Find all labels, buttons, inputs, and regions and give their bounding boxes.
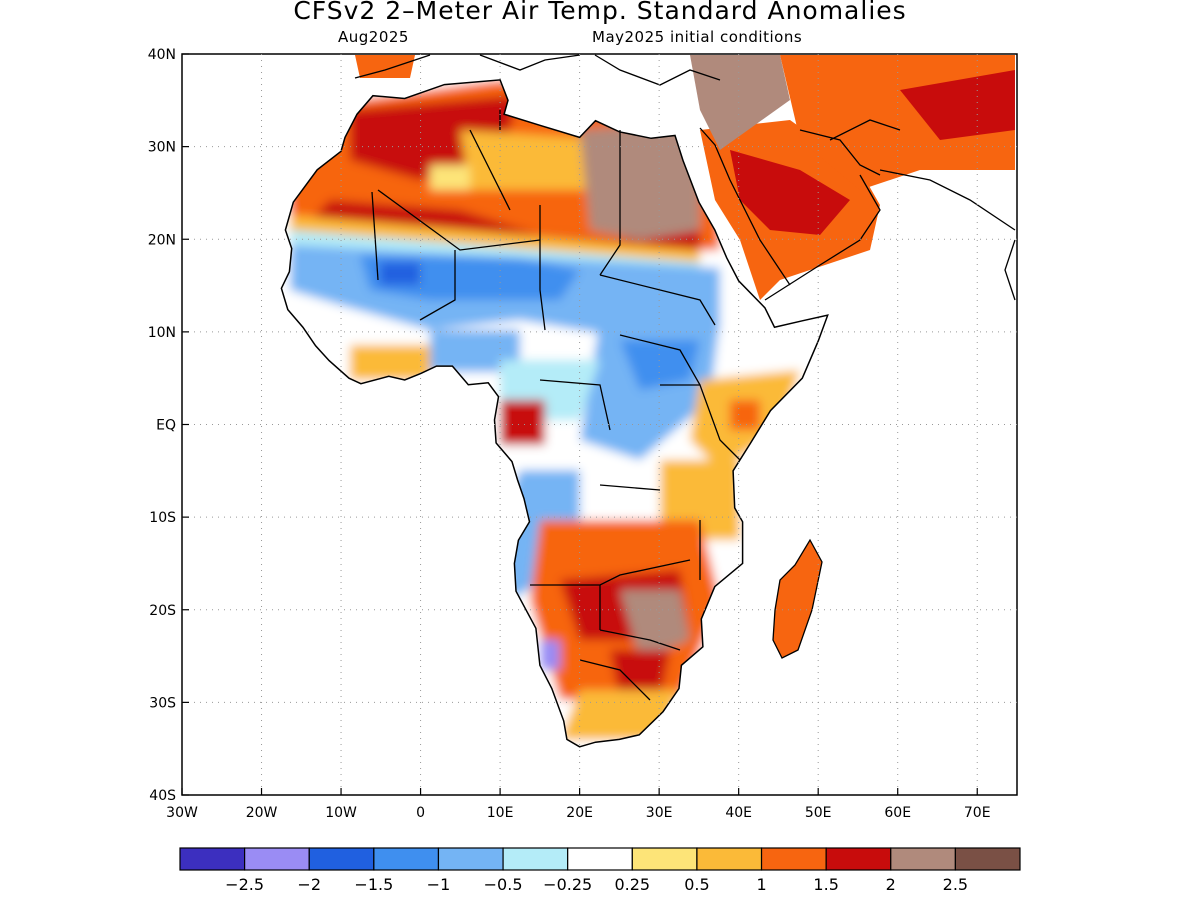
madagascar — [772, 538, 823, 659]
y-tick-label: EQ — [156, 418, 176, 434]
colorbar-label: −2.5 — [225, 875, 264, 894]
colorbar-swatch — [954, 847, 1021, 871]
chart-title: CFSv2 2–Meter Air Temp. Standard Anomali… — [293, 0, 907, 25]
colorbar-label: 0.25 — [614, 875, 650, 894]
colorbar-swatch — [437, 847, 504, 871]
x-tick-label: 20W — [246, 805, 278, 821]
colorbar-swatch — [179, 847, 246, 871]
y-tick-label: 30S — [149, 695, 176, 711]
x-tick-label: 10W — [325, 805, 357, 821]
colorbar-swatch — [567, 847, 633, 871]
valid-month-label: Aug2025 — [338, 28, 409, 46]
colorbar-label: 2 — [886, 875, 896, 894]
country-borders — [371, 110, 741, 701]
colorbar-swatch — [308, 847, 375, 871]
colorbar-label: 2.5 — [943, 875, 968, 894]
longitude-axis: 30W 20W 10W 0 10E 20E 30E 40E 50E 60E 70E — [166, 788, 991, 821]
middle-east-warm-core — [900, 70, 1015, 140]
x-tick-label: 30E — [646, 805, 673, 821]
colorbar-label: −1 — [427, 875, 451, 894]
y-tick-label: 30N — [148, 140, 176, 156]
colorbar-swatch — [373, 847, 440, 871]
x-tick-label: 60E — [884, 805, 911, 821]
colorbar-label: 1.5 — [813, 875, 838, 894]
colorbar-label: 1 — [756, 875, 766, 894]
x-tick-label: 20E — [566, 805, 593, 821]
y-tick-label: 40S — [149, 788, 176, 804]
colorbar-swatch — [760, 847, 827, 871]
init-conditions-label: May2025 initial conditions — [592, 28, 803, 46]
other-coastlines — [354, 54, 1016, 301]
y-tick-label: 10N — [148, 325, 176, 341]
anomaly-fields — [280, 54, 1016, 748]
colorbar-label: −2 — [297, 875, 321, 894]
colorbar-label: −1.5 — [354, 875, 393, 894]
colorbar-label: −0.25 — [543, 875, 592, 894]
y-tick-label: 20N — [148, 232, 176, 248]
x-tick-label: 70E — [964, 805, 991, 821]
latitude-axis: 40N 30N 20N 10N EQ 10S 20S 30S 40S — [148, 47, 189, 804]
colorbar-swatch — [890, 847, 956, 871]
x-tick-label: 40E — [725, 805, 752, 821]
y-tick-label: 10S — [149, 510, 176, 526]
africa-coastline — [280, 79, 829, 748]
colorbar: −2.5 −2 −1.5 −1 −0.5 −0.25 0.25 0.5 1 1.5 2 2.5 — [179, 847, 1021, 894]
colorbar-label: 0.5 — [684, 875, 709, 894]
y-tick-label: 40N — [148, 47, 176, 63]
colorbar-swatch — [696, 847, 763, 871]
colorbar-swatch — [825, 847, 892, 871]
arabia-warm-core — [730, 150, 850, 235]
x-tick-label: 10E — [487, 805, 514, 821]
colorbar-swatch — [502, 847, 569, 871]
x-tick-label: 30W — [166, 805, 198, 821]
x-tick-label: 50E — [805, 805, 832, 821]
y-tick-label: 20S — [149, 603, 176, 619]
colorbar-swatch — [244, 847, 310, 871]
iberia-field — [355, 55, 415, 78]
x-tick-label: 0 — [416, 805, 425, 821]
colorbar-label: −0.5 — [484, 875, 523, 894]
colorbar-swatch — [631, 847, 698, 871]
